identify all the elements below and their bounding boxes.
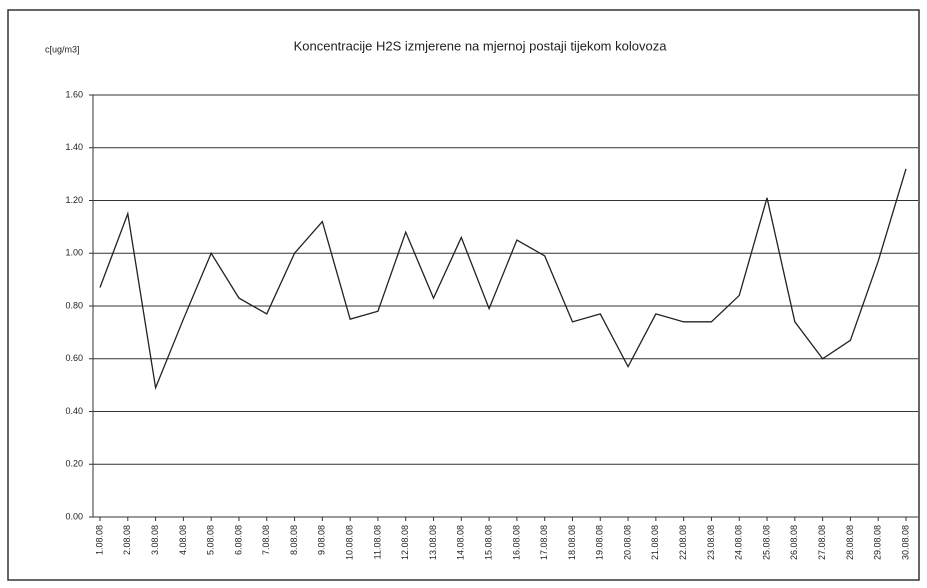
x-tick-label: 1.08.08 [94, 525, 104, 555]
x-tick-label: 8.08.08 [289, 525, 299, 555]
data-line [99, 168, 907, 391]
x-tick-label: 27.08.08 [817, 525, 827, 560]
x-tick-label: 23.08.08 [706, 525, 716, 560]
y-tick-label: 1.00 [65, 248, 83, 258]
y-tick-label: 0.80 [65, 300, 83, 310]
y-axis-label: c[ug/m3] [45, 44, 80, 54]
x-tick-label: 17.08.08 [539, 525, 549, 560]
y-tick-label: 0.00 [65, 511, 83, 521]
x-tick-label: 28.08.08 [845, 525, 855, 560]
x-tick-label: 9.08.08 [317, 525, 327, 555]
y-tick-label: 0.40 [65, 406, 83, 416]
x-tick-label: 3.08.08 [150, 525, 160, 555]
x-tick-label: 5.08.08 [206, 525, 216, 555]
y-tick-label: 1.60 [65, 89, 83, 99]
x-tick-label: 7.08.08 [261, 525, 271, 555]
x-tick-label: 2.08.08 [122, 525, 132, 555]
y-tick-label: 0.20 [65, 459, 83, 469]
x-tick-label: 14.08.08 [456, 525, 466, 560]
x-tick-label: 13.08.08 [428, 525, 438, 560]
chart-title: Koncentracije H2S izmjerene na mjernoj p… [294, 38, 668, 53]
chart-border [7, 9, 920, 581]
x-tick-label: 26.08.08 [789, 525, 799, 560]
x-tick-label: 16.08.08 [511, 525, 521, 560]
x-tick-label: 21.08.08 [650, 525, 660, 560]
x-tick-label: 20.08.08 [622, 525, 632, 560]
x-tick-label: 18.08.08 [567, 525, 577, 560]
x-tick-label: 10.08.08 [345, 525, 355, 560]
x-tick-label: 19.08.08 [595, 525, 605, 560]
x-tick-label: 29.08.08 [873, 525, 883, 560]
x-tick-label: 11.08.08 [372, 525, 382, 559]
x-tick-label: 22.08.08 [678, 525, 688, 560]
y-tick-label: 1.20 [65, 195, 83, 205]
x-tick-label: 24.08.08 [734, 525, 744, 560]
x-tick-label: 12.08.08 [400, 525, 410, 560]
y-tick-label: 0.60 [65, 353, 83, 363]
x-tick-label: 15.08.08 [483, 525, 493, 560]
x-tick-label: 30.08.08 [900, 525, 910, 560]
x-tick-label: 6.08.08 [233, 525, 243, 555]
x-tick-label: 25.08.08 [761, 525, 771, 560]
y-tick-label: 1.40 [65, 142, 83, 152]
x-tick-label: 4.08.08 [178, 525, 188, 555]
